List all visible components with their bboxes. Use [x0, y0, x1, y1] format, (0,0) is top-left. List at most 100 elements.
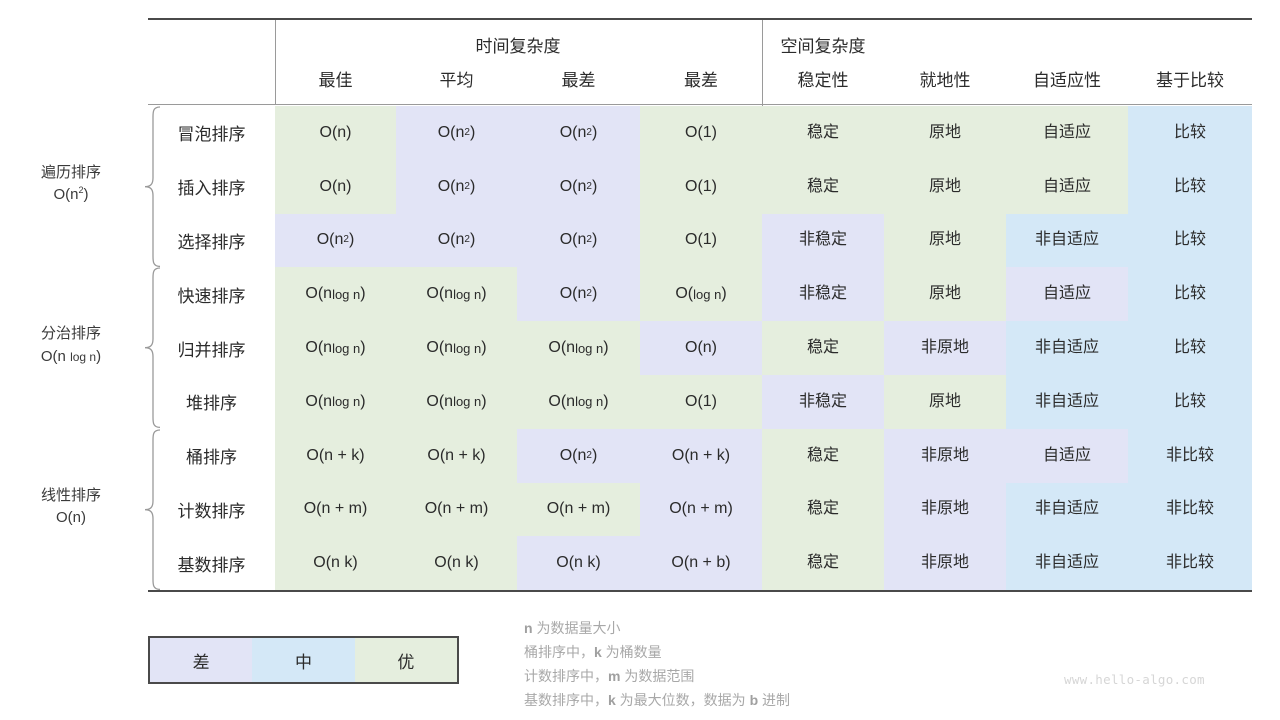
footnote-text: 桶排序中，: [524, 644, 594, 661]
footnote-line: 桶排序中，k 为桶数量: [524, 640, 790, 664]
table-cell: O(n log n): [396, 375, 517, 429]
footnote-symbol: n: [524, 620, 533, 636]
algorithm-name: 快速排序: [148, 267, 275, 322]
algorithm-name: 选择排序: [148, 213, 275, 268]
footnote-text: 为数据范围: [620, 668, 695, 685]
algorithm-name: 归并排序: [148, 321, 275, 375]
table-cell: 比较: [1128, 159, 1252, 214]
table-cell: 原地: [884, 375, 1006, 429]
header-col-稳定性: 稳定性: [797, 71, 849, 90]
table-cell: O(n + m): [275, 482, 396, 537]
group-label-order: O(n2): [53, 185, 89, 204]
table-cell: O(n 2): [275, 213, 396, 268]
table-cell: O(n 2): [396, 106, 517, 160]
group-label-name: 线性排序: [40, 486, 101, 504]
header-sub-2: 平均: [439, 71, 474, 90]
footnote-symbol: k: [594, 644, 602, 661]
header-sub-1: 最佳: [318, 71, 353, 90]
legend-swatch-poor: 差: [150, 638, 253, 682]
table-cell: 非原地: [884, 482, 1006, 537]
algorithm-name: 冒泡排序: [148, 106, 275, 160]
table-cell: O(n + k): [640, 428, 762, 483]
footnote-line: 计数排序中，m 为数据范围: [524, 664, 790, 688]
group-label: 遍历排序 O(n2): [8, 162, 134, 207]
table-cell: 非自适应: [1006, 375, 1128, 429]
header-divider-left: [275, 20, 276, 104]
table-cell: O(n log n): [275, 375, 396, 429]
legend-swatch-good: 优: [354, 638, 457, 682]
table-cell: O(n): [275, 159, 396, 214]
header-group-1: 时间复杂度: [475, 37, 561, 56]
table-cell: O(n): [275, 106, 396, 160]
footnote-line: 基数排序中，k 为最大位数，数据为 b 进制: [524, 688, 790, 712]
table-cell: O(n + k): [275, 428, 396, 483]
group-brace: [144, 106, 161, 268]
table-cell: O(1): [640, 159, 762, 214]
table-cell: O(n + k): [396, 428, 517, 483]
table-cell: O(n 2): [396, 159, 517, 214]
table-cell: O(n log n): [275, 321, 396, 375]
footnote-text: 为数据量大小: [532, 620, 621, 636]
table-cell: O(n + b): [640, 536, 762, 591]
table-cell: O(1): [640, 213, 762, 268]
table-cell: O(n log n): [517, 321, 640, 375]
table-cell: 原地: [884, 159, 1006, 214]
table-bottom-rule: [148, 590, 1252, 592]
footnote-symbol: b: [749, 692, 759, 709]
legend-swatch-medium: 中: [252, 638, 355, 682]
algorithm-name: 堆排序: [148, 375, 275, 429]
footnote-symbol: k: [608, 692, 616, 709]
algorithm-name: 插入排序: [148, 159, 275, 214]
header-col-就地性: 就地性: [919, 71, 971, 90]
table-cell: O(n + m): [517, 482, 640, 537]
footnote-text: 基数排序中，: [524, 692, 608, 709]
table-cell: 非自适应: [1006, 536, 1128, 591]
legend: 差中优: [148, 636, 459, 684]
table-cell: 稳定: [762, 159, 884, 214]
table-cell: O(n log n): [396, 267, 517, 322]
table-cell: O(n 2): [517, 213, 640, 268]
footnote-symbol: m: [608, 668, 621, 685]
table-cell: 比较: [1128, 321, 1252, 375]
group-label-order: O(n log n): [40, 347, 102, 365]
table-cell: 非比较: [1128, 428, 1252, 483]
table-cell: 原地: [884, 213, 1006, 268]
algorithm-name: 基数排序: [148, 536, 275, 591]
table-cell: O(n log n): [396, 321, 517, 375]
table-cell: O(log n): [640, 267, 762, 322]
header-group-2: 空间复杂度: [780, 37, 866, 56]
table-cell: 自适应: [1006, 428, 1128, 483]
table-cell: 非原地: [884, 536, 1006, 591]
table-cell: 稳定: [762, 321, 884, 375]
table-cell: O(1): [640, 375, 762, 429]
table-cell: 非自适应: [1006, 321, 1128, 375]
header-col-基于比较: 基于比较: [1156, 71, 1224, 90]
table-cell: 非自适应: [1006, 482, 1128, 537]
table-cell: O(n): [640, 321, 762, 375]
table-cell: 非稳定: [762, 267, 884, 322]
table-cell: O(n 2): [396, 213, 517, 268]
table-cell: 原地: [884, 106, 1006, 160]
table-cell: 比较: [1128, 106, 1252, 160]
table-cell: O(n log n): [275, 267, 396, 322]
table-cell: 比较: [1128, 375, 1252, 429]
table-cell: 非原地: [884, 321, 1006, 375]
footnote-text: 为桶数量: [601, 644, 662, 661]
header-sub-3: 最差: [561, 71, 596, 90]
footnote-text: 计数排序中，: [524, 668, 608, 685]
table-cell: 稳定: [762, 428, 884, 483]
table-cell: 比较: [1128, 213, 1252, 268]
table-cell: 稳定: [762, 536, 884, 591]
table-cell: O(n k): [517, 536, 640, 591]
table-cell: O(n 2): [517, 106, 640, 160]
footnote-line: n 为数据量大小: [524, 616, 790, 640]
table-cell: 稳定: [762, 106, 884, 160]
algorithm-name: 计数排序: [148, 482, 275, 537]
table-cell: 自适应: [1006, 106, 1128, 160]
table-cell: O(n log n): [517, 375, 640, 429]
group-brace: [144, 429, 161, 590]
table-cell: 非比较: [1128, 482, 1252, 537]
group-label: 分治排序 O(n log n): [8, 323, 134, 368]
table-cell: 非自适应: [1006, 213, 1128, 268]
table-cell: O(n 2): [517, 159, 640, 214]
